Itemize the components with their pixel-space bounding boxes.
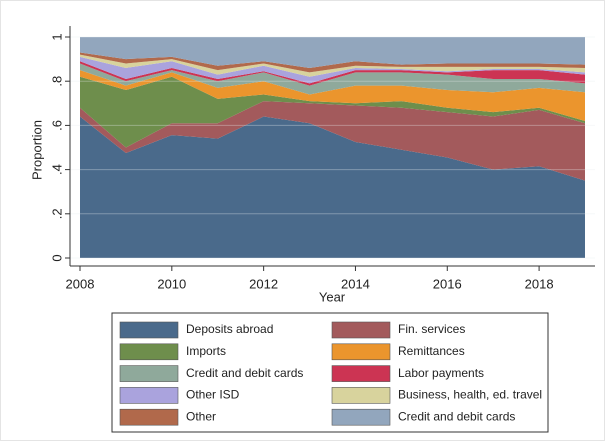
- x-tick-label: 2012: [249, 276, 278, 291]
- area: [80, 63, 585, 95]
- legend-label: Imports: [186, 344, 226, 358]
- y-tick-label: 1: [49, 33, 64, 40]
- x-axis-title: Year: [319, 289, 346, 304]
- y-tick-label: .6: [49, 120, 64, 131]
- legend-swatch: [331, 321, 391, 339]
- legend-swatch: [119, 387, 179, 404]
- legend-swatch: [119, 321, 179, 339]
- x-tick-label: 2010: [157, 276, 186, 291]
- legend-label: Fin. services: [398, 322, 465, 336]
- legend-label: Credit and debit cards: [398, 409, 515, 423]
- legend-swatch: [119, 343, 179, 361]
- x-tick-label: 2016: [433, 276, 462, 291]
- legend-box: [111, 312, 549, 433]
- legend-label: Remittances: [398, 344, 465, 358]
- legend-swatch: [119, 365, 179, 382]
- area: [80, 76, 585, 148]
- area: [80, 56, 585, 84]
- legend-swatch: [331, 365, 391, 382]
- area: [80, 116, 585, 258]
- legend-swatch: [119, 408, 179, 426]
- y-tick-label: .8: [49, 76, 64, 87]
- area: [80, 61, 585, 86]
- y-axis-title: Proportion: [29, 120, 44, 180]
- area: [80, 52, 585, 73]
- legend-label: Business, health, ed. travel: [398, 388, 542, 402]
- x-tick-label: 2014: [341, 276, 370, 291]
- area: [80, 101, 585, 181]
- y-tick-label: .4: [49, 164, 64, 175]
- legend-label: Deposits abroad: [186, 322, 273, 336]
- legend-label: Other ISD: [186, 388, 240, 402]
- legend: Deposits abroad Fin. services Imports Remit…: [119, 321, 542, 426]
- legend-label: Other: [186, 409, 216, 423]
- legend-label: Credit and debit cards: [186, 366, 303, 380]
- area: [80, 54, 585, 77]
- plot: [80, 37, 585, 258]
- legend-swatch: [331, 343, 391, 361]
- legend-label: Labor payments: [398, 366, 484, 380]
- x-tick-label: 2018: [525, 276, 554, 291]
- area: [80, 37, 585, 68]
- area: [80, 70, 585, 121]
- x-tick-label: 2008: [66, 276, 95, 291]
- legend-swatch: [331, 387, 391, 404]
- y-tick-label: .2: [49, 208, 64, 219]
- legend-swatch: [331, 408, 391, 426]
- y-tick-label: 0: [49, 254, 64, 261]
